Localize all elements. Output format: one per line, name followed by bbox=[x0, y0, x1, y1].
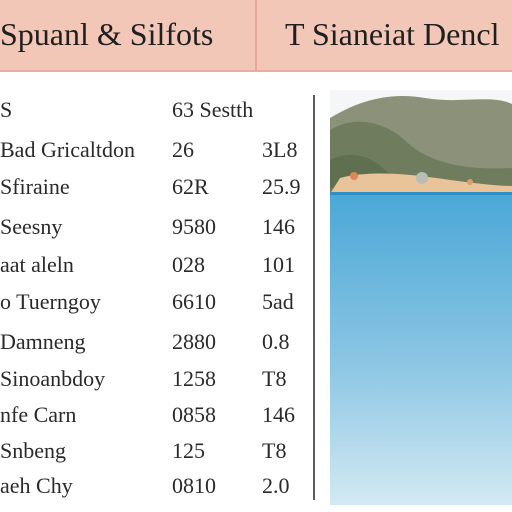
row-value-1: 0858 bbox=[172, 402, 216, 427]
row-value-2: 146 bbox=[262, 402, 295, 427]
row-value-2: 5ad bbox=[262, 289, 294, 314]
row-name: S bbox=[0, 97, 13, 122]
table-row: Bad Gricaltdon 26 3L8 bbox=[0, 132, 318, 168]
rock bbox=[416, 172, 428, 184]
row-value-1: 0810 bbox=[172, 473, 216, 498]
row-value-1: 62R bbox=[172, 174, 209, 199]
row-value-1: 6610 bbox=[172, 289, 216, 314]
header-bar: Spuanl & Silfots T Sianeiat Dencl bbox=[0, 0, 512, 72]
row-value-1: 028 bbox=[172, 252, 205, 277]
row-value-1: 1258 bbox=[172, 366, 216, 391]
table-row: nfe Carn 0858 146 bbox=[0, 397, 318, 433]
table-row: Sinoanbdoy 1258 T8 bbox=[0, 361, 318, 397]
row-name: Sinoanbdoy bbox=[0, 366, 106, 391]
table-divider-line bbox=[313, 95, 315, 500]
table-row: aeh Chy 0810 2.0 bbox=[0, 468, 318, 504]
data-table: S 63 Sestth Bad Gricaltdon 26 3L8 Sfirai… bbox=[0, 92, 318, 502]
row-value-2: 25.9 bbox=[262, 174, 301, 199]
row-name: aat aleln bbox=[0, 252, 74, 277]
row-value-2: 2.0 bbox=[262, 473, 290, 498]
row-name: aeh Chy bbox=[0, 473, 73, 498]
row-value-1: 63 Sestth bbox=[172, 97, 254, 122]
row-name: nfe Carn bbox=[0, 402, 77, 427]
header-left-title: Spuanl & Silfots bbox=[0, 16, 214, 52]
table-row: Damneng 2880 0.8 bbox=[0, 324, 318, 360]
row-value-2: 101 bbox=[262, 252, 295, 277]
row-value-1: 26 bbox=[172, 137, 194, 162]
house-roof bbox=[350, 172, 358, 180]
row-value-2: 0.8 bbox=[262, 329, 290, 354]
row-value-1: 125 bbox=[172, 438, 205, 463]
row-value-2 bbox=[262, 92, 316, 128]
row-value-2: T8 bbox=[262, 438, 287, 463]
row-name: Bad Gricaltdon bbox=[0, 137, 136, 162]
header-divider bbox=[255, 0, 257, 70]
table-row: Seesny 9580 146 bbox=[0, 209, 318, 245]
table-row: o Tuerngoy 6610 5ad bbox=[0, 284, 318, 320]
table-row: aat aleln 028 101 bbox=[0, 247, 318, 283]
row-value-2: 3L8 bbox=[262, 137, 298, 162]
table-row: Sfiraine 62R 25.9 bbox=[0, 169, 318, 205]
row-name: Snbeng bbox=[0, 438, 66, 463]
horizon-line bbox=[330, 192, 512, 195]
row-value-2: 146 bbox=[262, 214, 295, 239]
row-value-1: 9580 bbox=[172, 214, 216, 239]
row-name: Damneng bbox=[0, 329, 86, 354]
row-name: Seesny bbox=[0, 214, 63, 239]
table-row: S 63 Sestth bbox=[0, 92, 318, 128]
sea bbox=[330, 192, 512, 505]
row-name: o Tuerngoy bbox=[0, 289, 101, 314]
beach-landscape-icon bbox=[330, 90, 512, 505]
row-value-1: 2880 bbox=[172, 329, 216, 354]
beach-illustration bbox=[330, 90, 512, 505]
row-name: Sfiraine bbox=[0, 174, 70, 199]
house-roof bbox=[467, 179, 473, 185]
header-right-title: T Sianeiat Dencl bbox=[285, 16, 500, 52]
row-value-2: T8 bbox=[262, 366, 287, 391]
table-row: Snbeng 125 T8 bbox=[0, 433, 318, 469]
